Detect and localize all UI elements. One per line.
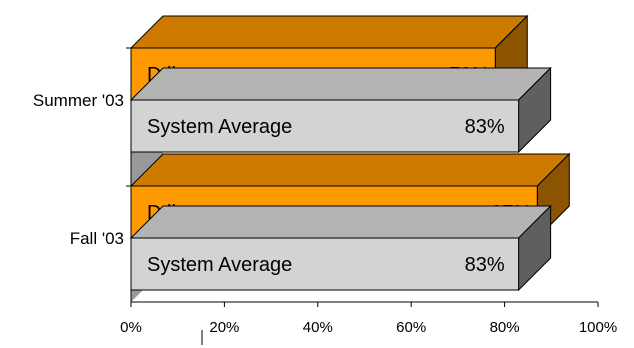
- value-label: 83%: [465, 254, 505, 276]
- x-tick-label: 20%: [209, 319, 239, 336]
- series-label: System Average: [147, 116, 292, 138]
- category-labels: Summer '03 Fall '03: [33, 47, 131, 248]
- bar: System Average 83%: [129, 66, 552, 154]
- bar-top-face: [129, 67, 552, 101]
- x-tick-label: 100%: [579, 319, 617, 336]
- x-axis-ticks: 0% 20% 40% 60% 80% 100%: [120, 302, 617, 336]
- bar-front-face: [130, 99, 520, 153]
- series-label: System Average: [147, 254, 292, 276]
- x-tick-label: 0%: [120, 319, 142, 336]
- bar-top-face: [129, 15, 529, 49]
- x-tick-label: 80%: [490, 319, 520, 336]
- bar: System Average 83%: [129, 204, 552, 292]
- value-label: 83%: [465, 116, 505, 138]
- category-label: Fall '03: [70, 229, 124, 248]
- bar-top-face: [129, 205, 552, 239]
- bar-top-face: [129, 153, 571, 187]
- bar-front-face: [130, 237, 520, 291]
- x-tick-label: 60%: [396, 319, 426, 336]
- category-label: Summer '03: [33, 91, 124, 110]
- x-tick-label: 40%: [303, 319, 333, 336]
